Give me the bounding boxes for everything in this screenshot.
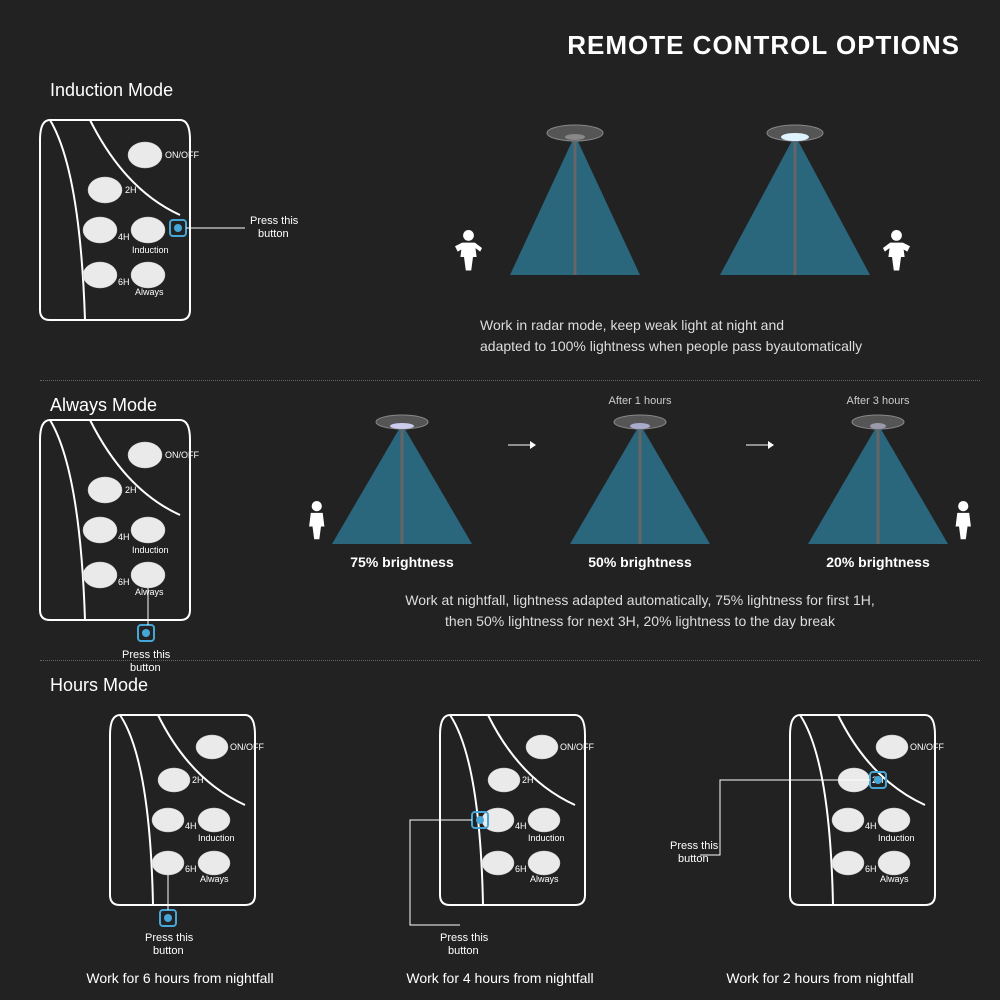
svg-text:ON/OFF: ON/OFF (165, 450, 199, 460)
svg-text:Always: Always (530, 874, 559, 884)
svg-text:Press this: Press this (670, 840, 719, 852)
svg-text:2H: 2H (522, 775, 534, 785)
svg-text:Press this: Press this (145, 932, 194, 944)
divider (40, 380, 980, 381)
person-icon (455, 230, 482, 271)
svg-text:Press this: Press this (250, 215, 299, 227)
svg-text:Always: Always (135, 287, 164, 297)
svg-text:button: button (678, 853, 709, 865)
person-icon (883, 230, 910, 271)
svg-text:Induction: Induction (132, 545, 169, 555)
svg-text:2H: 2H (125, 185, 137, 195)
svg-text:2H: 2H (125, 485, 137, 495)
stage-label: 20% brightness (778, 554, 978, 570)
svg-text:4H: 4H (185, 821, 197, 831)
svg-text:ON/OFF: ON/OFF (560, 742, 594, 752)
stage-top: After 1 hours (540, 395, 740, 409)
divider (40, 660, 980, 661)
stage-top (302, 395, 502, 409)
svg-text:4H: 4H (118, 532, 130, 542)
svg-text:6H: 6H (118, 277, 130, 287)
svg-text:Press this: Press this (440, 932, 489, 944)
induction-beams (450, 115, 970, 305)
svg-text:Induction: Induction (878, 833, 915, 843)
svg-text:6H: 6H (118, 577, 130, 587)
svg-text:button: button (153, 945, 184, 957)
svg-text:2H: 2H (192, 775, 204, 785)
section-title-hours: Hours Mode (50, 675, 148, 696)
hours-caption: Work for 4 hours from nightfall (350, 970, 650, 986)
svg-text:button: button (130, 662, 161, 674)
svg-text:6H: 6H (515, 864, 527, 874)
svg-text:ON/OFF: ON/OFF (230, 742, 264, 752)
lamp-beam-icon (778, 409, 978, 549)
svg-text:button: button (258, 228, 289, 240)
svg-text:Always: Always (135, 587, 164, 597)
lamp-beam-icon (302, 409, 502, 549)
remote-always: ON/OFF 2H 4H Induction 6H Always Press t… (30, 410, 250, 690)
svg-text:6H: 6H (185, 864, 197, 874)
svg-text:4H: 4H (865, 821, 877, 831)
section-title-induction: Induction Mode (50, 80, 173, 101)
svg-text:Induction: Induction (528, 833, 565, 843)
svg-text:Always: Always (880, 874, 909, 884)
svg-text:Always: Always (200, 874, 229, 884)
lamp-beam-icon (540, 409, 740, 549)
svg-text:ON/OFF: ON/OFF (910, 742, 944, 752)
svg-text:6H: 6H (865, 864, 877, 874)
page-title: REMOTE CONTROL OPTIONS (567, 30, 960, 61)
svg-text:4H: 4H (515, 821, 527, 831)
svg-text:ON/OFF: ON/OFF (165, 150, 199, 160)
arrow-icon (744, 430, 774, 570)
svg-text:button: button (448, 945, 479, 957)
induction-desc: Work in radar mode, keep weak light at n… (480, 315, 862, 357)
remote-2h: ON/OFF 2H 4H Induction 6H Always Press t… (670, 705, 970, 965)
always-desc: Work at nightfall, lightness adapted aut… (300, 590, 980, 632)
stage-label: 50% brightness (540, 554, 740, 570)
svg-text:Induction: Induction (198, 833, 235, 843)
remote-induction: ON/OFF 2H 4H Induction 6H Always Press t… (30, 110, 350, 330)
arrow-icon (506, 430, 536, 570)
stage-top: After 3 hours (778, 395, 978, 409)
svg-text:Induction: Induction (132, 245, 169, 255)
hours-caption: Work for 6 hours from nightfall (30, 970, 330, 986)
stage-label: 75% brightness (302, 554, 502, 570)
svg-text:4H: 4H (118, 232, 130, 242)
remote-6h: ON/OFF 2H 4H Induction 6H Always Press t… (70, 705, 290, 965)
remote-4h: ON/OFF 2H 4H Induction 6H Always Press t… (370, 705, 630, 965)
hours-caption: Work for 2 hours from nightfall (670, 970, 970, 986)
